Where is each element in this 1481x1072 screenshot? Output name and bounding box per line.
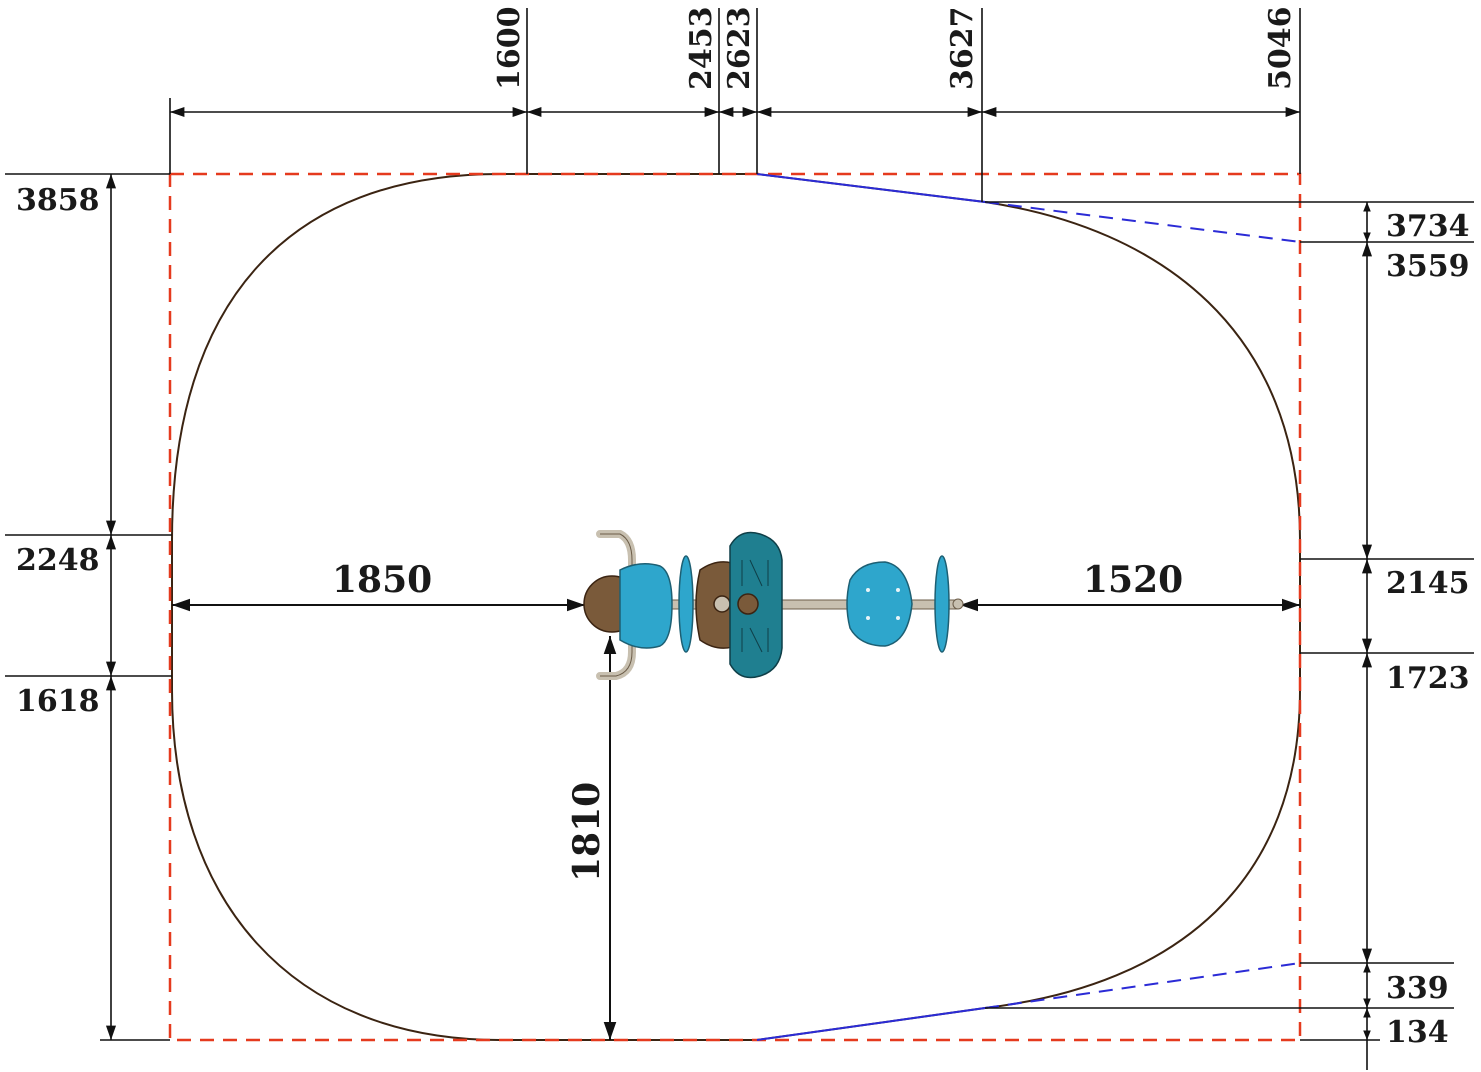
footrest-right — [934, 555, 950, 653]
seat-left — [619, 563, 673, 649]
left-dim-label: 2248 — [16, 543, 100, 578]
top-dim-label: 5046 — [1263, 7, 1298, 91]
top-dim-label: 3627 — [945, 7, 980, 91]
left-dim-label: 1618 — [16, 684, 100, 719]
left-dim-label: 3858 — [16, 183, 100, 218]
clearance-right-label: 1520 — [1083, 559, 1183, 601]
top-dimension-chain — [169, 8, 1301, 202]
slope-line-top — [756, 173, 986, 203]
right-dim-label: 3559 — [1386, 249, 1470, 284]
top-dim-label: 2623 — [722, 7, 757, 91]
equipment-seesaw — [583, 530, 964, 680]
right-dim-label: 3734 — [1386, 209, 1470, 244]
slope-guide-top — [984, 201, 1301, 243]
seat-right — [846, 561, 913, 647]
right-dim-label: 134 — [1386, 1015, 1449, 1050]
right-dim-label: 2145 — [1386, 566, 1470, 601]
clearance-down-label: 1810 — [566, 782, 608, 882]
bounding-box — [168, 172, 1302, 1042]
slope-line-bottom — [756, 1007, 986, 1041]
clearance-dimensions — [172, 598, 1300, 1040]
slope-guide-bottom — [984, 962, 1301, 1009]
footrest-left — [678, 555, 694, 653]
top-dim-label: 1600 — [492, 7, 527, 91]
clearance-left-label: 1850 — [332, 559, 432, 601]
left-dimension-chain — [5, 173, 172, 1041]
right-dim-label: 1723 — [1386, 661, 1470, 696]
pivot-icon — [713, 595, 731, 613]
right-dim-label: 339 — [1386, 971, 1449, 1006]
top-dim-label: 2453 — [684, 7, 719, 91]
right-dimension-chain — [985, 201, 1474, 1070]
